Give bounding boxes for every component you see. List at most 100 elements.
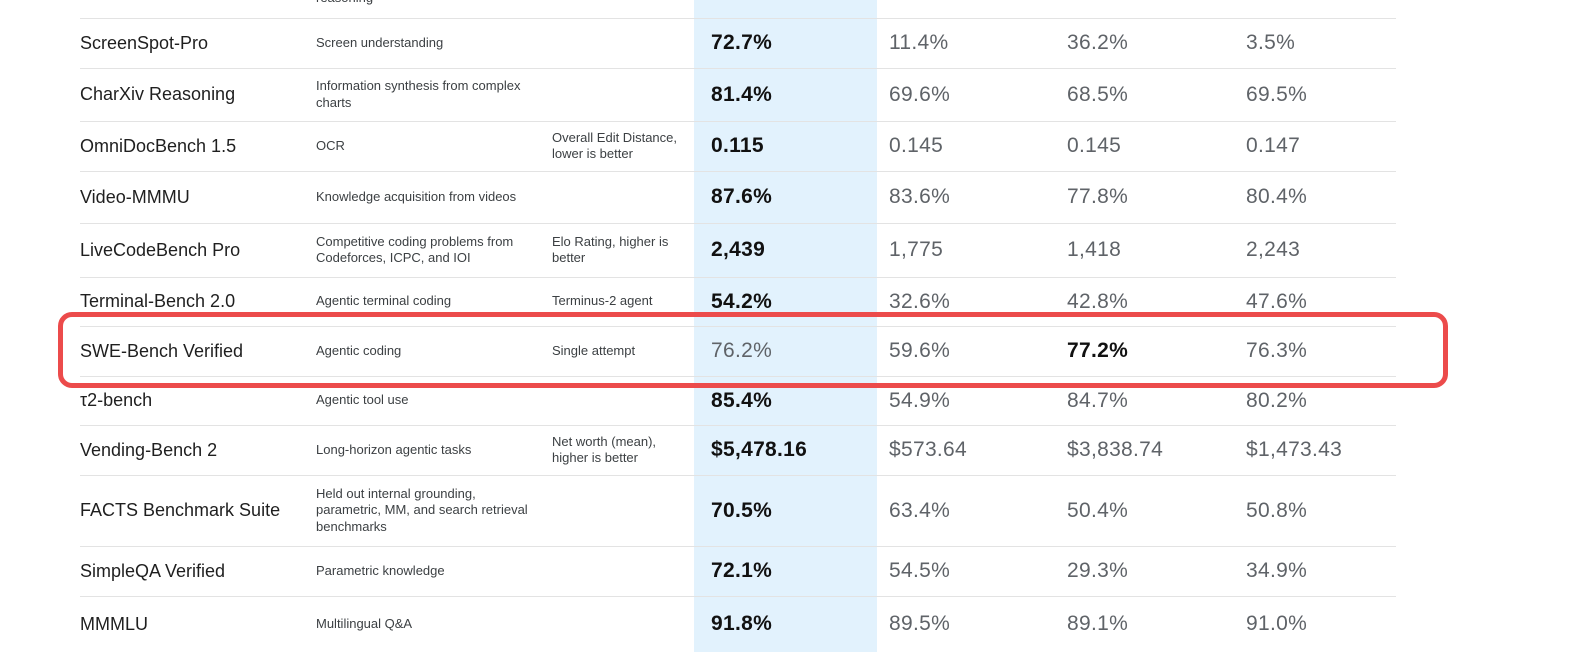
table-row: ScreenSpot-Pro Screen understanding 72.7% 1… [0, 18, 1592, 68]
row-divider [80, 68, 1396, 69]
score-cell: 1,418 [1067, 238, 1122, 261]
score-cell: $3,838.74 [1067, 438, 1164, 461]
score-cell: 91.8% [711, 612, 773, 635]
benchmark-name: SWE-Bench Verified [80, 340, 244, 361]
table-row: FACTS Benchmark Suite Held out internal g… [0, 475, 1592, 546]
score-cell: 83.6% [889, 185, 951, 208]
row-divider [80, 475, 1396, 476]
score-cell: 63.4% [889, 498, 951, 522]
score-cell: 2,243 [1246, 238, 1301, 261]
score-cell: 77.8% [1067, 185, 1129, 208]
benchmark-note [552, 596, 692, 652]
score-cell: 0.115 [711, 134, 764, 157]
table-row: LiveCodeBench Pro Competitive coding prob… [0, 223, 1592, 277]
benchmark-note [552, 171, 692, 223]
score-cell: $573.64 [889, 438, 968, 461]
score-cell: 0.145 [1067, 134, 1122, 157]
score-cell: 0.145 [889, 134, 944, 157]
score-cell: 69.5% [1246, 82, 1308, 106]
score-cell: 77.2% [1067, 339, 1129, 362]
row-divider [80, 277, 1396, 278]
benchmark-name: SimpleQA Verified [80, 560, 226, 581]
table-row: SimpleQA Verified Parametric knowledge 72.… [0, 546, 1592, 596]
table-row: OmniDocBench 1.5 OCR Overall Edit Distance… [0, 121, 1592, 171]
row-description: reasoning [316, 0, 541, 8]
benchmark-name: MMMLU [80, 613, 148, 634]
row-divider [80, 546, 1396, 547]
score-cell: 76.3% [1246, 339, 1308, 362]
score-cell: 59.6% [889, 339, 951, 362]
emphasis-outline [58, 312, 1448, 388]
score-cell: 72.7% [711, 31, 773, 54]
score-cell: 32.6% [889, 289, 951, 313]
benchmark-note: Elo Rating, higher is better [552, 233, 669, 266]
score-cell: 36.2% [1067, 31, 1129, 54]
row-divider [80, 326, 1396, 327]
table-row: Terminal-Bench 2.0 Agentic terminal codin… [0, 277, 1592, 326]
table-row: MMMLU Multilingual Q&A 91.8% 89.5% 89.1% 91.0… [0, 596, 1592, 652]
benchmark-note: Overall Edit Distance, lower is better [552, 129, 677, 162]
score-cell: 50.4% [1067, 498, 1129, 522]
score-cell: 84.7% [1067, 388, 1129, 412]
score-cell: 89.5% [889, 612, 951, 635]
benchmark-name: Vending-Bench 2 [80, 439, 218, 460]
benchmark-description: Held out internal grounding, parametric,… [316, 485, 528, 534]
benchmark-note [552, 18, 692, 68]
score-cell: 80.4% [1246, 185, 1308, 208]
row-divider [80, 223, 1396, 224]
score-cell: 70.5% [711, 498, 773, 522]
benchmark-name: FACTS Benchmark Suite [80, 500, 281, 520]
partial-top-row: reasoning [0, 0, 1592, 8]
benchmark-note: Net worth (mean), higher is better [552, 433, 657, 466]
score-cell: 0.147 [1246, 134, 1301, 157]
benchmark-name: LiveCodeBench Pro [80, 239, 241, 260]
score-cell: 54.5% [889, 559, 951, 582]
score-cell: 1,775 [889, 238, 944, 261]
score-cell: 47.6% [1246, 289, 1308, 313]
row-divider [80, 171, 1396, 172]
score-cell: 76.2% [711, 339, 773, 362]
benchmark-note: Single attempt [552, 342, 636, 358]
score-cell: 68.5% [1067, 82, 1129, 106]
benchmark-description: Knowledge acquisition from videos [316, 188, 517, 204]
score-cell: 89.1% [1067, 612, 1129, 635]
score-cell: 91.0% [1246, 612, 1308, 635]
benchmark-description: Screen understanding [316, 34, 444, 50]
benchmark-note: Terminus-2 agent [552, 293, 653, 309]
score-cell: 3.5% [1246, 31, 1296, 54]
benchmark-description: Agentic tool use [316, 392, 409, 408]
benchmark-description: OCR [316, 137, 345, 153]
score-cell: 11.4% [889, 31, 949, 54]
row-divider [80, 425, 1396, 426]
benchmark-note [552, 546, 692, 596]
benchmark-name: ScreenSpot-Pro [80, 32, 209, 53]
table-row: Vending-Bench 2 Long-horizon agentic task… [0, 425, 1592, 475]
table-row: SWE-Bench Verified Agentic coding Single a… [0, 326, 1592, 376]
score-cell: 29.3% [1067, 559, 1129, 582]
benchmark-description: Information synthesis from complex chart… [316, 78, 521, 110]
benchmark-description: Parametric knowledge [316, 562, 445, 578]
score-cell: 42.8% [1067, 289, 1129, 313]
benchmark-name: Video-MMMU [80, 186, 190, 207]
benchmark-description: Agentic terminal coding [316, 293, 452, 309]
benchmark-description: Multilingual Q&A [316, 615, 413, 631]
row-divider [80, 376, 1396, 377]
table-row: Video-MMMU Knowledge acquisition from vid… [0, 171, 1592, 223]
score-cell: 2,439 [711, 238, 766, 261]
score-cell: 34.9% [1246, 559, 1308, 582]
score-cell: $5,478.16 [711, 438, 808, 461]
benchmark-name: CharXiv Reasoning [80, 84, 236, 104]
benchmark-description: Competitive coding problems from Codefor… [316, 233, 514, 266]
benchmark-name: τ2-bench [80, 390, 153, 410]
benchmark-name: OmniDocBench 1.5 [80, 135, 237, 156]
score-cell: 85.4% [711, 388, 773, 412]
score-cell: 54.9% [889, 388, 951, 412]
benchmark-note [552, 68, 692, 121]
score-cell: 72.1% [711, 559, 773, 582]
score-cell: $1,473.43 [1246, 438, 1343, 461]
benchmark-note [552, 475, 692, 546]
score-cell: 81.4% [711, 82, 773, 106]
score-cell: 50.8% [1246, 498, 1308, 522]
table-row: CharXiv Reasoning Information synthesis f… [0, 68, 1592, 121]
benchmark-description: Long-horizon agentic tasks [316, 441, 472, 457]
